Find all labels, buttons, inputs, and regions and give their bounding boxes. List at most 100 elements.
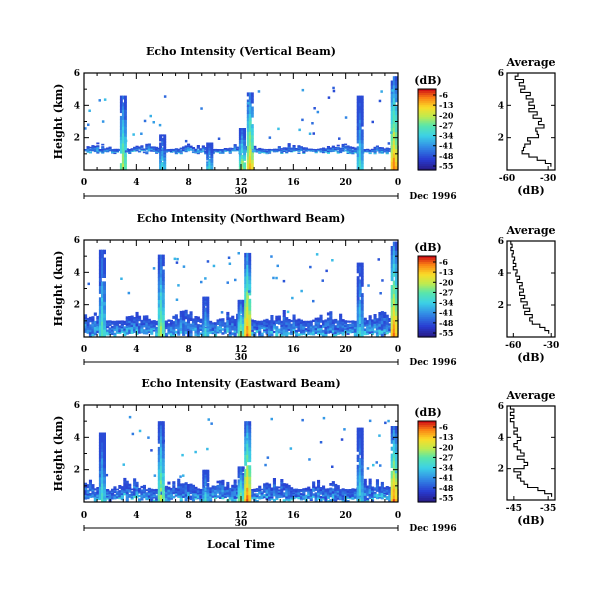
- x-tick-label: 16: [287, 511, 300, 521]
- echo-cell: [84, 489, 88, 493]
- echo-cell: [96, 325, 100, 329]
- echo-cell: [161, 280, 165, 285]
- echo-cell: [93, 147, 97, 149]
- echo-cell: [182, 326, 186, 330]
- echo-cell: [233, 493, 237, 497]
- echo-cell: [244, 314, 248, 319]
- echo-cell: [133, 483, 137, 486]
- echo-cell: [353, 494, 357, 497]
- echo-cell: [88, 149, 92, 152]
- echo-cell: [246, 152, 250, 157]
- colorbar-swatch: [418, 316, 436, 320]
- echo-cell: [326, 330, 330, 334]
- echo-cell: [101, 289, 104, 294]
- echo-cell: [312, 329, 316, 332]
- echo-cell: [124, 122, 127, 127]
- echo-cell: [344, 143, 348, 145]
- echo-cell: [121, 122, 125, 127]
- echo-cell: [202, 488, 206, 491]
- echo-cell: [152, 146, 156, 148]
- echo-cell: [392, 311, 396, 316]
- echo-cell: [239, 472, 243, 475]
- echo-cell: [184, 147, 188, 149]
- echo-cell: [113, 150, 117, 152]
- echo-cell: [388, 318, 392, 321]
- echo-cell: [237, 321, 241, 324]
- echo-cell: [140, 145, 144, 147]
- echo-cell: [353, 328, 357, 331]
- colorbar-swatch: [418, 475, 436, 479]
- echo-cell: [250, 92, 254, 97]
- echo-cell: [118, 325, 122, 328]
- echo-cell: [244, 260, 248, 265]
- echo-cell: [392, 498, 396, 503]
- echo-cell: [135, 147, 139, 149]
- echo-cell: [161, 262, 165, 267]
- echo-cell: [150, 492, 154, 495]
- echo-cell: [163, 134, 167, 137]
- echo-cell: [360, 105, 364, 110]
- echo-cell: [255, 496, 259, 499]
- echo-cell: [184, 315, 188, 320]
- echo-cell: [96, 327, 100, 331]
- echo-cell: [214, 324, 218, 327]
- echo-cell: [334, 318, 338, 322]
- panel-title: Echo Intensity (Northward Beam): [137, 212, 346, 225]
- echo-cell: [237, 493, 241, 496]
- echo-cell: [237, 308, 241, 311]
- echo-cell: [317, 489, 321, 493]
- echo-cell: [133, 318, 137, 322]
- echo-cell: [88, 316, 92, 320]
- echo-cell: [157, 333, 161, 338]
- colorbar-tick-label: -34: [439, 131, 454, 141]
- echo-cell: [392, 241, 396, 247]
- echo-cell: [246, 333, 250, 338]
- echo-cell: [263, 322, 267, 325]
- echo-cell: [206, 491, 210, 494]
- echo-cell: [233, 319, 237, 322]
- echo-cell: [351, 497, 355, 500]
- echo-cell: [194, 318, 198, 323]
- echo-cell: [322, 334, 326, 338]
- echo-cell: [280, 481, 284, 485]
- echo-cell: [140, 146, 144, 148]
- echo-cell: [202, 490, 206, 493]
- echo-cell: [319, 499, 323, 502]
- echo-cell: [287, 326, 291, 329]
- echo-cell: [138, 318, 142, 322]
- echo-cell: [392, 457, 396, 462]
- echo-cell: [218, 482, 222, 486]
- echo-cell: [373, 147, 377, 150]
- echo-cell: [157, 325, 161, 330]
- echo-cell: [263, 325, 267, 328]
- echo-cell: [161, 147, 165, 150]
- echo-cell: [388, 148, 392, 149]
- echo-cell: [237, 481, 241, 484]
- echo-cell: [275, 496, 279, 499]
- echo-cell: [380, 149, 384, 151]
- echo-cell: [221, 479, 225, 483]
- echo-cell: [157, 421, 161, 426]
- colorbar-swatch: [418, 429, 436, 432]
- echo-cell: [348, 490, 352, 492]
- echo-cell: [265, 150, 269, 152]
- echo-cell: [358, 316, 362, 321]
- echo-cell: [390, 157, 394, 162]
- colorbar-swatch: [418, 461, 436, 465]
- echo-cell: [394, 474, 398, 479]
- echo-cell: [341, 493, 345, 496]
- echo-cell: [142, 317, 146, 321]
- y-tick-label: 6: [74, 401, 80, 411]
- echo-cell: [147, 144, 151, 146]
- echo-cell: [167, 328, 171, 331]
- echo-cell: [159, 439, 163, 444]
- echo-cell: [187, 322, 191, 326]
- echo-cell: [247, 102, 250, 105]
- echo-cell: [246, 291, 250, 296]
- echo-cell: [383, 493, 387, 496]
- echo-cell: [206, 494, 210, 497]
- echo-cell: [98, 442, 102, 446]
- echo-cell: [124, 159, 127, 164]
- echo-cell: [133, 480, 137, 484]
- echo-cell: [237, 316, 241, 319]
